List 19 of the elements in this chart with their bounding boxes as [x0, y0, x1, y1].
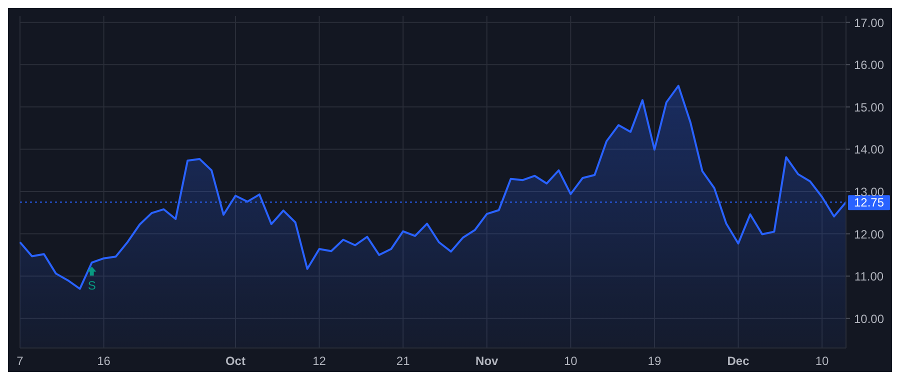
x-tick-label: 7 — [16, 354, 24, 368]
y-tick-label: 10.00 — [854, 312, 884, 326]
y-tick-label: 12.00 — [854, 227, 884, 242]
x-tick-label: Dec — [727, 354, 750, 368]
x-tick-label: 19 — [648, 354, 662, 368]
y-tick-label: 15.00 — [854, 100, 884, 114]
x-tick-label: 10 — [815, 354, 830, 368]
x-tick-label: 12 — [312, 354, 326, 368]
y-tick-label: 14.00 — [854, 142, 884, 157]
y-tick-label: 17.00 — [854, 16, 884, 30]
x-tick-label: Oct — [225, 354, 246, 368]
y-tick-label: 16.00 — [854, 58, 884, 72]
annotation: S — [88, 278, 96, 293]
x-tick-label: 10 — [564, 354, 578, 368]
x-tick-label: 16 — [97, 354, 111, 368]
y-tick-label: 11.00 — [854, 270, 884, 284]
x-tick-label: Nov — [476, 354, 499, 368]
ref-line-label: 12.75 — [854, 196, 884, 210]
x-tick-label: 21 — [396, 354, 410, 368]
